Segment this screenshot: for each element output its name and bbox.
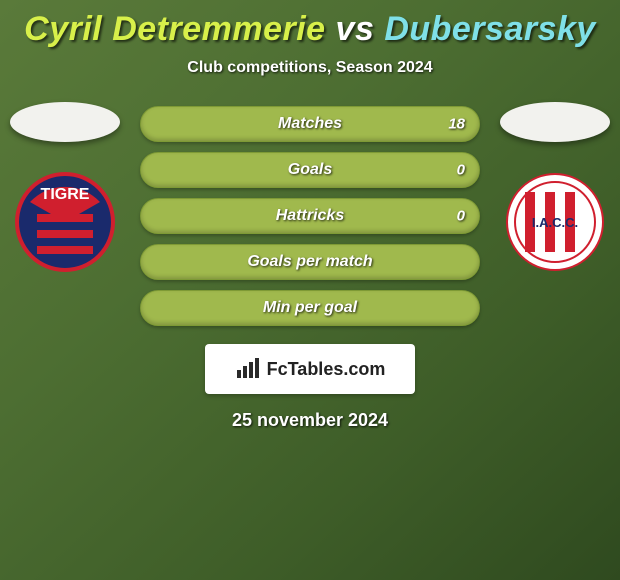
right-club-badge: I.A.C.C.: [505, 172, 605, 272]
stat-label: Goals per match: [247, 253, 372, 271]
iacc-crest-icon: I.A.C.C.: [505, 172, 605, 272]
stat-row-matches: Matches 18: [140, 106, 480, 142]
comparison-title: Cyril Detremmerie vs Dubersarsky: [24, 10, 596, 49]
title-player2: Dubersarsky: [384, 10, 596, 48]
stats-column: Matches 18 Goals 0 Hattricks 0 Goals per…: [140, 102, 480, 326]
stat-right-value: 0: [457, 208, 465, 225]
tigre-crest-icon: TIGRE: [15, 172, 115, 272]
left-player-silhouette: [10, 102, 120, 142]
stat-right-value: 18: [448, 116, 465, 133]
branding-box: FcTables.com: [205, 344, 415, 394]
right-player-silhouette: [500, 102, 610, 142]
subtitle: Club competitions, Season 2024: [187, 59, 432, 77]
stat-row-hattricks: Hattricks 0: [140, 198, 480, 234]
left-player-column: TIGRE: [0, 102, 130, 272]
stat-row-goals-per-match: Goals per match: [140, 244, 480, 280]
branding-text: FcTables.com: [267, 359, 386, 380]
right-player-column: I.A.C.C.: [490, 102, 620, 272]
date-text: 25 november 2024: [232, 410, 388, 431]
left-club-label: TIGRE: [41, 186, 90, 203]
stat-label: Matches: [278, 115, 342, 133]
title-player1: Cyril Detremmerie: [24, 10, 325, 48]
bar-chart-icon: [235, 358, 261, 380]
stat-row-min-per-goal: Min per goal: [140, 290, 480, 326]
stat-right-value: 0: [457, 162, 465, 179]
right-club-label: I.A.C.C.: [532, 215, 578, 230]
stat-label: Goals: [288, 161, 332, 179]
stat-label: Hattricks: [276, 207, 344, 225]
stat-row-goals: Goals 0: [140, 152, 480, 188]
left-club-badge: TIGRE: [15, 172, 115, 272]
title-vs: vs: [336, 10, 375, 48]
main-row: TIGRE Matches 18 Goals 0: [0, 102, 620, 326]
stat-label: Min per goal: [263, 299, 357, 317]
